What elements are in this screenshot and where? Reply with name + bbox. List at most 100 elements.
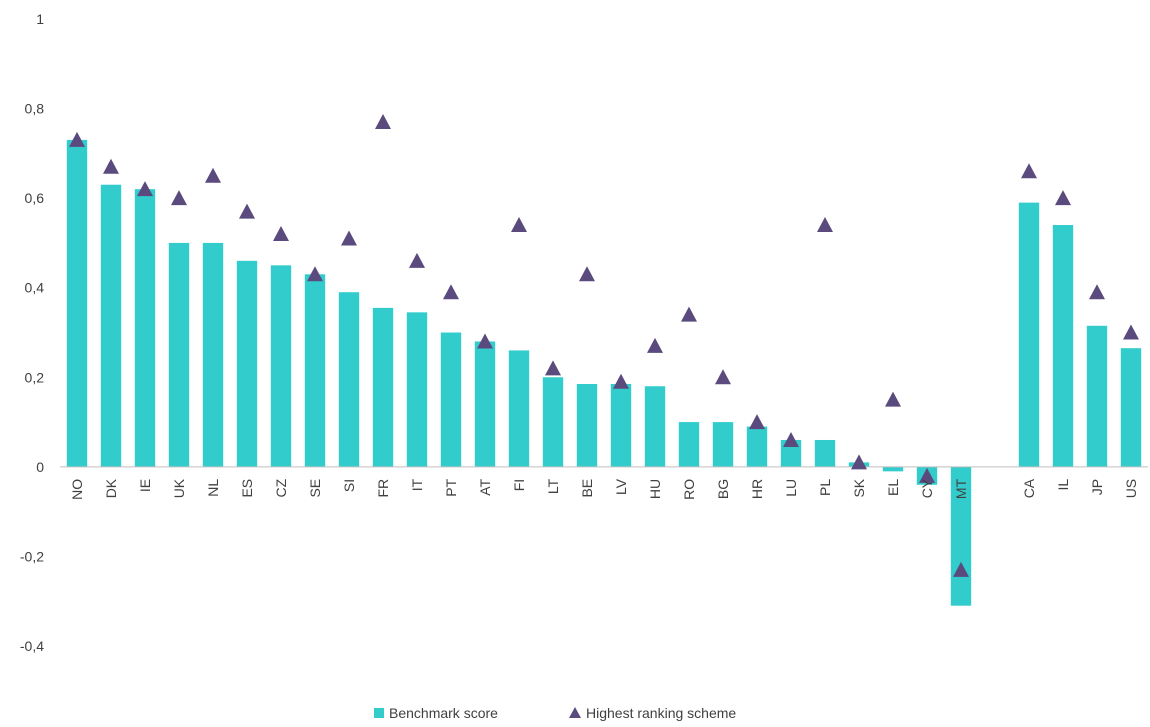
marker-sk	[851, 454, 867, 470]
x-label-mt: MT	[953, 478, 969, 499]
bars-benchmark-score	[66, 139, 1142, 606]
bar-il	[1052, 225, 1074, 467]
x-label-bg: BG	[715, 479, 731, 499]
bar-lt	[542, 377, 564, 467]
bar-fr	[372, 307, 394, 467]
x-label-lu: LU	[783, 479, 799, 497]
marker-be	[579, 266, 595, 282]
marker-uk	[171, 190, 187, 206]
marker-ro	[681, 306, 697, 322]
x-label-pl: PL	[817, 479, 833, 496]
bar-el	[882, 466, 904, 472]
x-label-it: IT	[409, 478, 425, 491]
legend-label-highest-ranking: Highest ranking scheme	[586, 705, 736, 721]
x-label-fr: FR	[375, 479, 391, 498]
x-label-si: SI	[341, 479, 357, 492]
x-label-fi: FI	[511, 479, 527, 491]
y-tick-label: -0,4	[20, 638, 44, 654]
x-label-lv: LV	[613, 478, 629, 495]
bar-jp	[1086, 325, 1108, 467]
marker-es	[239, 203, 255, 219]
y-tick-label: -0,2	[20, 548, 44, 564]
bar-at	[474, 341, 496, 467]
marker-el	[885, 391, 901, 407]
markers-highest-ranking-scheme	[69, 114, 1139, 577]
bar-bg	[712, 422, 734, 467]
bar-ro	[678, 422, 700, 467]
x-label-il: IL	[1055, 479, 1071, 491]
x-label-lt: LT	[545, 478, 561, 494]
x-label-no: NO	[69, 479, 85, 500]
bar-nl	[202, 242, 224, 467]
marker-nl	[205, 167, 221, 183]
legend-label-benchmark: Benchmark score	[389, 705, 498, 721]
y-tick-label: 1	[36, 11, 44, 27]
bar-ca	[1018, 202, 1040, 467]
bar-be	[576, 384, 598, 467]
marker-no	[69, 131, 85, 147]
x-label-sk: SK	[851, 478, 867, 497]
marker-fr	[375, 114, 391, 130]
x-label-hu: HU	[647, 479, 663, 499]
y-axis-ticks: 1 0,8 0,6 0,4 0,2 0 -0,2 -0,4	[20, 11, 44, 654]
y-tick-label: 0,4	[25, 280, 45, 296]
x-label-at: AT	[477, 478, 493, 495]
bar-dk	[100, 184, 122, 467]
marker-ca	[1021, 163, 1037, 179]
x-label-es: ES	[239, 479, 255, 498]
x-label-us: US	[1123, 479, 1139, 498]
x-label-ro: RO	[681, 479, 697, 500]
bar-it	[406, 312, 428, 467]
x-label-jp: JP	[1089, 479, 1105, 495]
y-tick-label: 0,8	[25, 101, 45, 117]
marker-il	[1055, 190, 1071, 206]
legend-swatch-benchmark	[374, 708, 384, 718]
marker-at	[477, 333, 493, 349]
bar-ie	[134, 189, 156, 467]
x-label-be: BE	[579, 479, 595, 498]
x-label-pt: PT	[443, 478, 459, 496]
bar-mt	[950, 466, 972, 606]
marker-it	[409, 252, 425, 268]
bar-pt	[440, 332, 462, 467]
x-label-ca: CA	[1021, 478, 1037, 498]
marker-cy	[919, 467, 935, 483]
marker-fi	[511, 217, 527, 233]
legend: Benchmark score Highest ranking scheme	[374, 705, 736, 721]
bar-lv	[610, 384, 632, 467]
x-label-cz: CZ	[273, 478, 289, 497]
marker-pl	[817, 217, 833, 233]
marker-lv	[613, 373, 629, 389]
bar-si	[338, 292, 360, 467]
marker-us	[1123, 324, 1139, 340]
x-label-cy: CY	[919, 478, 935, 498]
y-tick-label: 0,2	[25, 369, 45, 385]
marker-bg	[715, 369, 731, 385]
bar-us	[1120, 348, 1142, 467]
y-tick-label: 0	[36, 459, 44, 475]
marker-jp	[1089, 284, 1105, 300]
bar-uk	[168, 242, 190, 467]
x-label-nl: NL	[205, 479, 221, 497]
bar-hr	[746, 426, 768, 467]
marker-ie	[137, 181, 153, 197]
x-label-el: EL	[885, 479, 901, 496]
bar-se	[304, 274, 326, 467]
bar-pl	[814, 439, 836, 467]
x-label-se: SE	[307, 479, 323, 498]
legend-swatch-highest-ranking	[569, 707, 581, 718]
marker-cz	[273, 225, 289, 241]
marker-si	[341, 230, 357, 246]
bar-hu	[644, 386, 666, 467]
x-label-hr: HR	[749, 479, 765, 499]
y-tick-label: 0,6	[25, 190, 45, 206]
marker-hu	[647, 337, 663, 353]
marker-lt	[545, 360, 561, 376]
x-label-ie: IE	[137, 479, 153, 492]
x-axis-labels: NO DK IE UK NL ES CZ SE SI FR IT PT AT FI LT BE LV HU RO BG…	[69, 478, 1139, 500]
x-label-uk: UK	[171, 478, 187, 498]
bar-fi	[508, 350, 530, 467]
marker-pt	[443, 284, 459, 300]
marker-se	[307, 266, 323, 282]
